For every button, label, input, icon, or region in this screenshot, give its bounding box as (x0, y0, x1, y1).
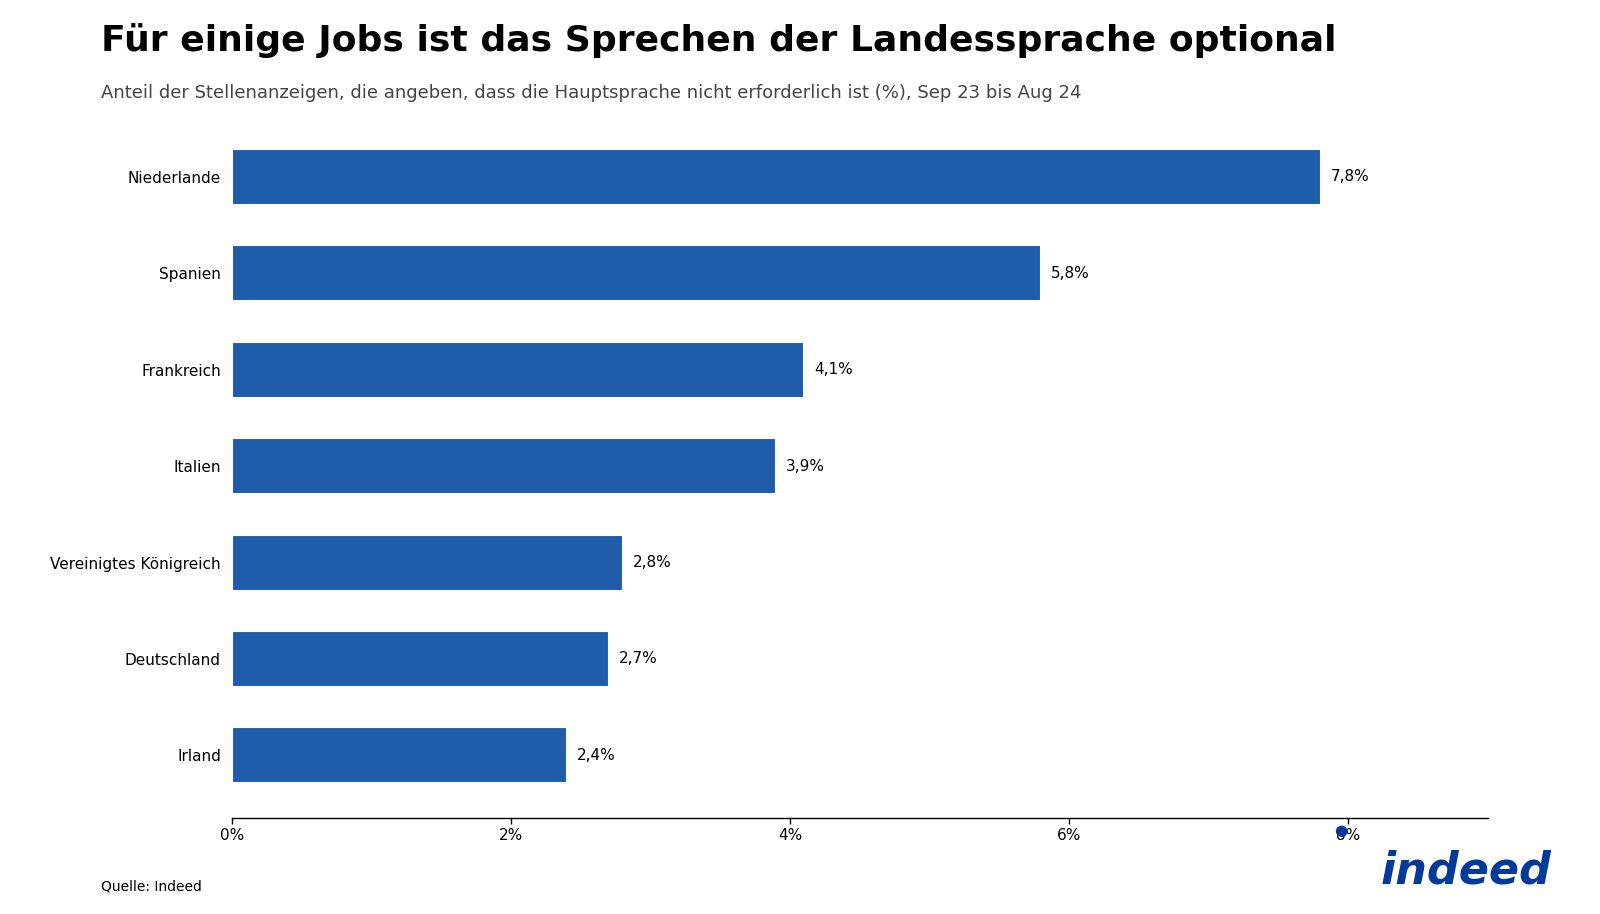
Text: 5,8%: 5,8% (1051, 266, 1090, 281)
Text: 4,1%: 4,1% (814, 362, 853, 377)
Text: Anteil der Stellenanzeigen, die angeben, dass die Hauptsprache nicht erforderlic: Anteil der Stellenanzeigen, die angeben,… (101, 84, 1082, 102)
Text: ●: ● (1334, 824, 1347, 838)
Text: 2,4%: 2,4% (576, 748, 616, 763)
Text: 7,8%: 7,8% (1330, 169, 1370, 185)
Text: Quelle: Indeed: Quelle: Indeed (101, 880, 202, 894)
Bar (232, 245, 1042, 302)
Bar (232, 342, 805, 398)
Bar (232, 149, 1320, 205)
Text: Für einige Jobs ist das Sprechen der Landessprache optional: Für einige Jobs ist das Sprechen der Lan… (101, 23, 1336, 58)
Bar (232, 535, 622, 590)
Bar (232, 631, 608, 687)
Bar (232, 438, 776, 494)
Text: indeed: indeed (1381, 850, 1552, 893)
Bar (232, 728, 566, 783)
Text: 2,7%: 2,7% (619, 652, 658, 666)
Text: 3,9%: 3,9% (786, 459, 826, 473)
Text: 2,8%: 2,8% (632, 555, 672, 570)
